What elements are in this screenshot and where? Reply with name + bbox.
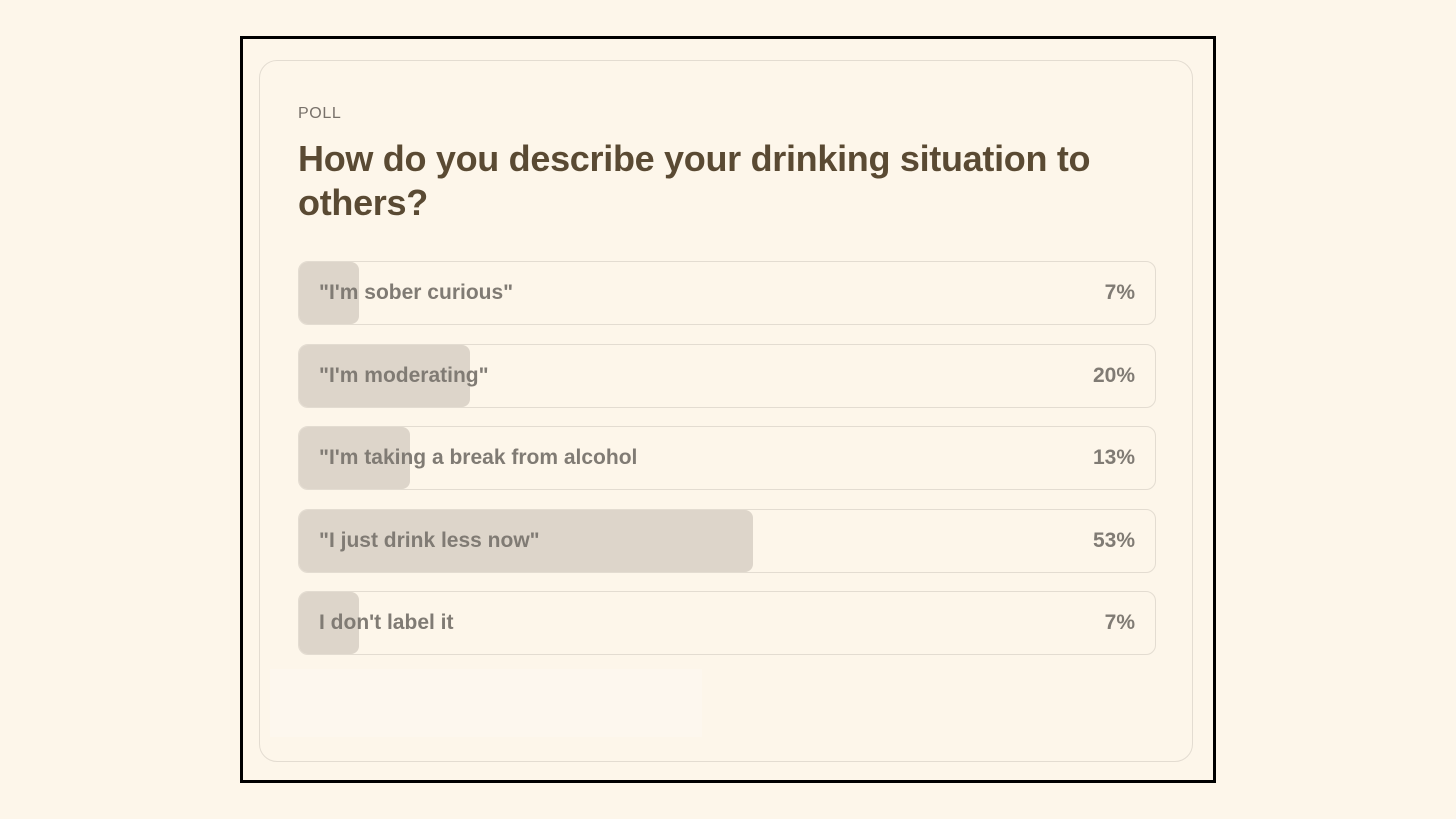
poll-option-percent: 13% [1092, 446, 1135, 469]
poll-option-percent: 53% [1092, 528, 1135, 552]
poll-card: POLL How do you describe your drinking s… [259, 60, 1193, 762]
poll-option-percent: 20% [1092, 363, 1135, 387]
poll-option-result-bar [299, 592, 359, 654]
poll-option-label: "I'm sober curious" [319, 281, 514, 304]
poll-option-taking-a-break[interactable]: "I'm taking a break from alcohol 13% [298, 426, 1156, 490]
poll-question: How do you describe your drinking situat… [298, 138, 1091, 223]
faded-placeholder-area [270, 669, 702, 737]
poll-option-label: "I'm taking a break from alcohol [319, 446, 638, 469]
poll-option-label: I don't label it [319, 611, 454, 634]
poll-option-label: "I'm moderating" [319, 363, 489, 387]
poll-option-result-bar [299, 509, 753, 572]
poll-option-result-bar [299, 344, 471, 407]
poll-option-drink-less-now[interactable]: "I just drink less now" 53% [298, 508, 1156, 573]
poll-option-moderating[interactable]: "I'm moderating" 20% [298, 343, 1156, 408]
poll-kicker: POLL [298, 105, 342, 122]
poll-option-dont-label-it[interactable]: I don't label it 7% [298, 591, 1156, 655]
poll-option-sober-curious[interactable]: "I'm sober curious" 7% [298, 261, 1156, 325]
poll-option-percent: 7% [1104, 611, 1135, 634]
poll-option-result-bar [299, 262, 359, 324]
poll-option-label: "I just drink less now" [319, 528, 540, 552]
poll-option-percent: 7% [1104, 281, 1135, 304]
poll-frame: POLL How do you describe your drinking s… [240, 36, 1216, 783]
poll-options: "I'm sober curious" 7% "I'm moderating" … [298, 261, 1156, 674]
poll-option-result-bar [299, 427, 411, 489]
